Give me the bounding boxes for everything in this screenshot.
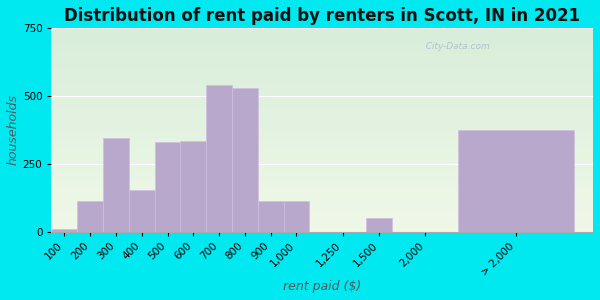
Bar bbox=[206, 85, 232, 232]
Bar bbox=[366, 218, 392, 232]
Bar bbox=[155, 142, 181, 232]
Bar bbox=[181, 141, 206, 232]
Title: Distribution of rent paid by renters in Scott, IN in 2021: Distribution of rent paid by renters in … bbox=[64, 7, 580, 25]
Bar bbox=[52, 229, 77, 232]
Y-axis label: households: households bbox=[7, 94, 20, 165]
Bar bbox=[258, 201, 284, 232]
Bar bbox=[284, 201, 310, 232]
Bar bbox=[458, 130, 574, 232]
Bar bbox=[232, 88, 258, 232]
Bar bbox=[129, 190, 155, 232]
X-axis label: rent paid ($): rent paid ($) bbox=[283, 280, 361, 293]
Text: City-Data.com: City-Data.com bbox=[420, 42, 490, 51]
Bar bbox=[103, 138, 129, 232]
Bar bbox=[77, 201, 103, 232]
